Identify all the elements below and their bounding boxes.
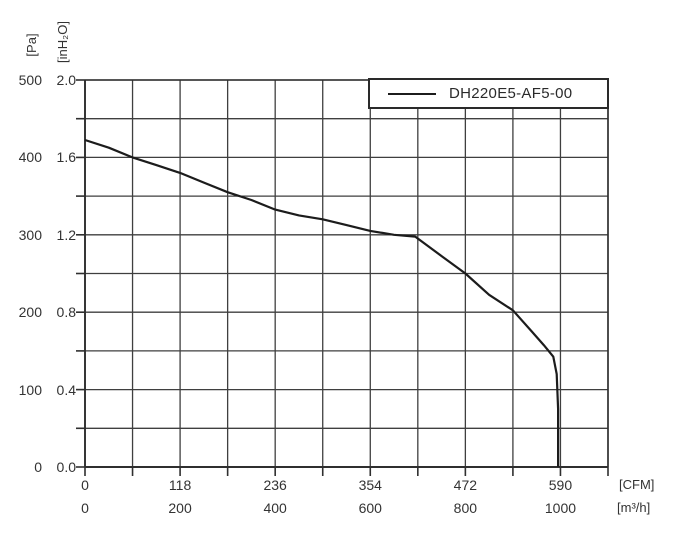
y-tick-label-pa: 500 — [18, 72, 42, 88]
x-tick-label-cfm: 236 — [263, 477, 287, 493]
y-tick-label-inh2o: 0.4 — [56, 381, 76, 398]
x-axis-unit-m3h: [m³/h] — [617, 500, 651, 515]
y-tick-label-pa: 400 — [18, 149, 42, 166]
x-tick-label-m3h: 800 — [453, 500, 478, 516]
x-tick-label-m3h: 200 — [168, 500, 192, 516]
y-tick-label-inh2o: 1.6 — [56, 149, 76, 166]
y-tick-label-inh2o: 0.0 — [56, 459, 76, 475]
x-tick-label-m3h: 1000 — [544, 500, 577, 516]
y-axis-unit-inh2o: [inH₂O] — [55, 21, 70, 63]
y-tick-label-inh2o: 2.0 — [56, 72, 76, 88]
x-axis-unit-cfm: [CFM] — [619, 477, 655, 492]
series-curve — [84, 138, 560, 467]
x-tick-label-m3h: 400 — [263, 500, 287, 516]
x-tick-label-cfm: 590 — [548, 477, 573, 493]
x-tick-label-cfm: 0 — [81, 477, 89, 493]
x-tick-label-cfm: 472 — [453, 477, 478, 493]
legend-line-sample — [388, 92, 436, 95]
y-tick-label-pa: 200 — [18, 304, 42, 321]
legend-series-label: DH220E5-AF5-00 — [449, 85, 573, 102]
legend: DH220E5-AF5-00 — [368, 78, 609, 109]
y-tick-label-inh2o: 0.8 — [56, 304, 76, 321]
x-tick-label-m3h: 0 — [81, 500, 89, 516]
x-tick-label-cfm: 118 — [168, 477, 192, 493]
x-tick-label-m3h: 600 — [358, 500, 382, 516]
x-tick-label-cfm: 354 — [358, 477, 382, 493]
y-tick-label-inh2o: 1.2 — [56, 226, 76, 243]
y-tick-label-pa: 100 — [18, 381, 42, 398]
y-tick-label-pa: 0 — [34, 459, 42, 475]
y-axis-unit-pa: [Pa] — [24, 33, 39, 57]
y-tick-label-pa: 300 — [18, 226, 42, 243]
